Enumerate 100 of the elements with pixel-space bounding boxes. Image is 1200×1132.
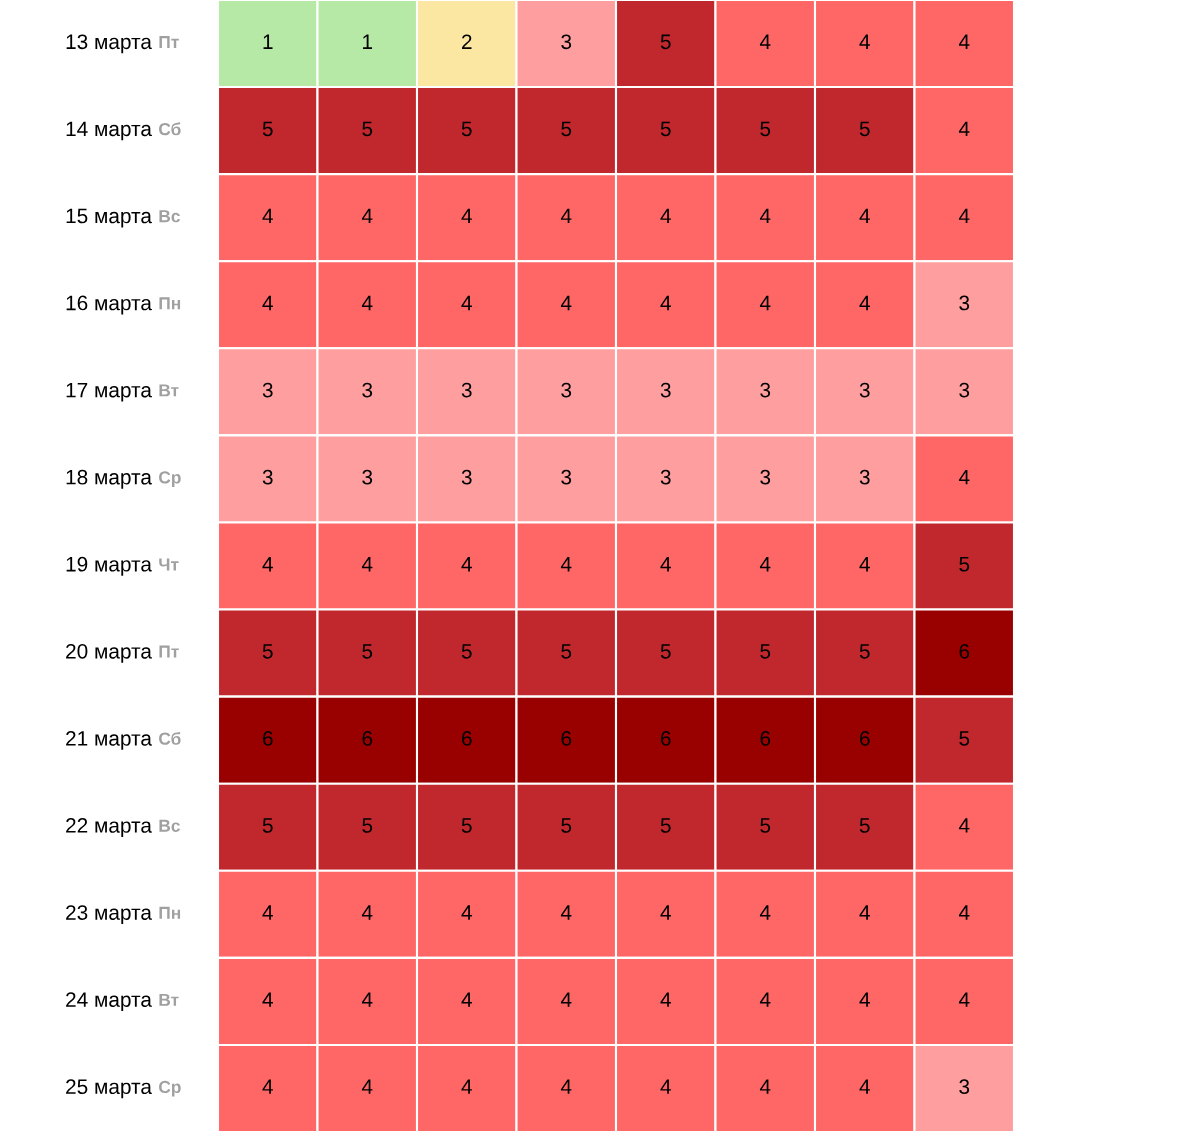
y-tick-label: 19 марта [66,556,152,576]
data-label: 6 [561,730,572,746]
data-label: 4 [958,34,970,49]
data-label: 4 [958,208,970,224]
data-label: 5 [959,731,970,746]
data-label: 3 [262,469,273,485]
data-label: 6 [760,730,771,746]
data-label: 5 [760,644,771,659]
data-label: 3 [660,469,671,485]
data-label: 5 [461,818,472,833]
data-label: 5 [561,121,572,137]
data-label: 3 [959,295,970,311]
data-label: 4 [262,557,273,572]
data-label: 3 [461,382,472,398]
y2-tick-label: Вт [159,993,179,1006]
data-label: 4 [262,1079,273,1094]
data-label: 3 [859,382,870,398]
data-label: 4 [461,557,472,572]
data-label: 4 [660,557,671,572]
data-label: 5 [561,644,572,659]
data-label: 5 [760,121,771,137]
data-label: 5 [660,34,671,50]
data-label: 4 [461,992,472,1007]
y2-tick-label: Вт [159,384,179,397]
data-label: 5 [859,644,870,659]
data-label: 4 [262,295,273,311]
data-label: 4 [660,992,671,1007]
data-label: 3 [959,1079,970,1095]
data-label: 4 [958,121,970,136]
y-tick-label: 13 марта [66,34,152,54]
data-label: 4 [361,295,373,311]
data-label: 4 [560,992,572,1007]
y2-tick-label: Ср [159,1080,181,1097]
data-label: 4 [560,295,572,311]
data-label: 3 [561,469,572,485]
data-label: 3 [760,469,771,485]
data-label: 5 [362,818,373,833]
data-label: 5 [362,644,373,659]
y-tick-label: 22 марта [66,818,152,837]
y-tick-label: 23 марта [66,905,152,925]
y-tick-label: 16 марта [66,295,152,315]
data-label: 3 [660,382,671,398]
data-label: 5 [959,557,970,572]
y2-tick-label: Сб [159,122,181,136]
data-label: 5 [262,818,273,833]
data-label: 1 [263,34,273,49]
y2-tick-label: Сб [159,731,181,745]
data-label: 4 [859,208,870,224]
data-label: 4 [361,992,373,1007]
data-label: 4 [759,905,771,920]
data-label: 3 [461,469,472,485]
data-label: 5 [760,818,771,833]
data-label: 6 [661,730,671,746]
data-label: 4 [859,295,870,311]
data-label: 5 [262,644,273,659]
data-label: 4 [560,557,572,572]
data-label: 6 [959,643,970,659]
data-label: 5 [859,121,870,137]
y2-tick-label: Ср [159,471,181,488]
data-label: 4 [361,905,373,920]
data-label: 4 [660,208,671,224]
data-label: 4 [361,1079,373,1094]
data-label: 4 [859,992,870,1007]
data-label: 4 [560,1079,572,1094]
data-label: 4 [560,208,572,224]
data-label: 4 [361,557,373,572]
y2-tick-label: Пн [159,297,181,310]
y-tick-label: 18 марта [66,469,152,489]
data-label: 4 [759,992,771,1007]
data-label: 6 [263,730,273,746]
data-label: 3 [959,382,970,398]
y2-tick-label: Пт [159,645,179,658]
data-label: 5 [660,818,671,833]
data-label: 5 [262,121,273,137]
data-label: 4 [461,295,472,311]
data-label: 4 [958,905,970,920]
data-label: 5 [660,644,671,659]
y2-tick-label: Пт [159,36,179,49]
data-label: 4 [759,1079,771,1094]
y-tick-label: 25 марта [66,1079,152,1099]
data-label: 4 [560,905,572,920]
data-label: 4 [262,208,273,224]
data-label: 4 [660,1079,671,1094]
data-label: 4 [958,469,970,485]
y2-tick-label: Вс [159,819,180,832]
data-label: 4 [859,905,870,920]
data-label: 5 [561,818,572,833]
data-label: 3 [561,382,572,398]
data-label: 4 [660,295,671,311]
data-label: 4 [759,34,771,49]
data-label: 5 [660,121,671,137]
y-tick-label: 20 марта [66,643,152,663]
data-label: 4 [958,992,970,1007]
data-label: 4 [759,557,771,572]
data-label: 4 [958,818,970,833]
y-tick-label: 14 марта [66,121,152,141]
data-label: 1 [363,34,373,49]
y-tick-label: 15 марта [66,208,152,228]
y-tick-label: 24 марта [66,992,152,1012]
data-label: 4 [660,905,671,920]
